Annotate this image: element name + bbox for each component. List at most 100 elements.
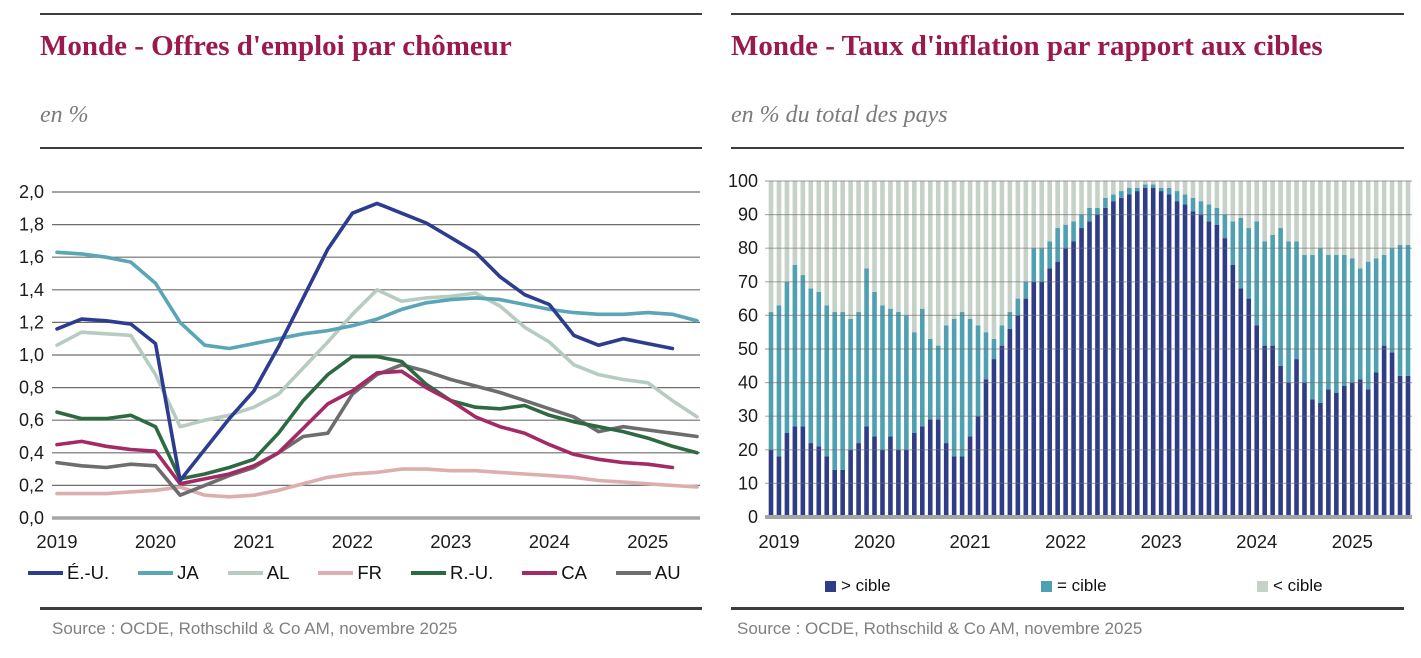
- bar-segment-> cible: [888, 436, 893, 517]
- bar-segment-< cible: [1158, 181, 1164, 188]
- bar-segment-< cible: [824, 181, 830, 306]
- legend-item-CA: CA: [522, 562, 587, 584]
- bar-segment-= cible: [1294, 241, 1299, 360]
- bar-segment-< cible: [1111, 181, 1116, 195]
- bar-segment-< cible: [808, 181, 814, 289]
- bar-segment-< cible: [1214, 181, 1220, 208]
- bar-segment-< cible: [1063, 181, 1068, 225]
- bar-segment-< cible: [1342, 181, 1347, 255]
- bar-segment-= cible: [1047, 241, 1052, 269]
- bar-segment-= cible: [1357, 268, 1363, 380]
- bar-segment-> cible: [1071, 241, 1076, 517]
- x-tick-label: 2021: [233, 531, 274, 552]
- bar-segment-= cible: [967, 318, 973, 437]
- bar-segment-= cible: [1111, 194, 1116, 202]
- y-tick-label: 70: [738, 272, 758, 292]
- bar-segment-< cible: [1103, 181, 1108, 198]
- legend-square-swatch: [1257, 580, 1268, 592]
- bar-segment-> cible: [1294, 359, 1299, 517]
- bar-segment-= cible: [1342, 254, 1347, 386]
- bar-segment-> cible: [1190, 211, 1196, 518]
- y-tick-label: 0,0: [19, 508, 44, 528]
- bar-segment-= cible: [784, 281, 790, 433]
- bar-segment-= cible: [1039, 248, 1045, 282]
- bar-segment-> cible: [1222, 238, 1228, 517]
- bar-segment-< cible: [991, 181, 997, 339]
- bar-segment-= cible: [808, 288, 814, 444]
- bar-segment-> cible: [872, 436, 877, 517]
- bar-segment-> cible: [1318, 402, 1323, 517]
- chart-title-right: Monde - Taux d'inflation par rapport aux…: [731, 30, 1323, 62]
- bar-segment-= cible: [1278, 228, 1283, 366]
- bar-segment-> cible: [1079, 228, 1084, 517]
- bar-segment-> cible: [1381, 345, 1387, 517]
- bar-segment-< cible: [1127, 181, 1132, 188]
- bar-segment-= cible: [1334, 254, 1339, 393]
- bar-segment-> cible: [991, 359, 997, 517]
- bar-segment-< cible: [1095, 181, 1100, 208]
- legend-label: AL: [266, 562, 290, 583]
- x-tick-label: 2025: [627, 531, 668, 552]
- bar-segment-< cible: [1119, 181, 1124, 192]
- bar-segment-> cible: [912, 433, 917, 517]
- bar-segment-> cible: [1150, 187, 1156, 517]
- legend-label: FR: [357, 562, 383, 583]
- bar-segment-> cible: [943, 443, 949, 517]
- bar-segment-> cible: [1405, 375, 1411, 517]
- bar-segment-= cible: [1405, 244, 1411, 376]
- legend-label: > cible: [841, 576, 891, 595]
- legend-item-FR: FR: [318, 562, 382, 584]
- x-tick-label: 2020: [135, 531, 176, 552]
- y-tick-label: 30: [738, 406, 758, 426]
- bar-segment-< cible: [1222, 181, 1228, 215]
- x-tick-label: 2019: [758, 531, 799, 552]
- y-tick-label: 0: [748, 507, 758, 527]
- bar-segment-< cible: [864, 181, 869, 269]
- bar-segment-< cible: [1349, 181, 1355, 259]
- bar-segment-= cible: [1127, 187, 1132, 195]
- bar-segment-= cible: [1230, 221, 1236, 265]
- bar-segment-< cible: [1357, 181, 1363, 269]
- bottom-rule: [40, 607, 702, 610]
- bar-segment-> cible: [1357, 379, 1363, 517]
- bar-segment-< cible: [1238, 181, 1244, 218]
- bar-segment-= cible: [856, 312, 861, 444]
- x-tick-label: 2022: [332, 531, 373, 552]
- bar-segment-= cible: [1158, 187, 1164, 192]
- bar-segment-> cible: [1142, 187, 1148, 517]
- bar-segment-= cible: [1031, 248, 1037, 282]
- legend-label: É.-U.: [67, 562, 110, 583]
- bar-segment-> cible: [840, 469, 845, 517]
- bar-segment-> cible: [816, 446, 822, 517]
- bar-segment-> cible: [1326, 389, 1331, 517]
- x-tick-label: 2024: [529, 531, 570, 552]
- bar-segment-= cible: [1023, 281, 1029, 299]
- bar-segment-= cible: [951, 318, 957, 457]
- bar-segment-< cible: [1278, 181, 1283, 229]
- y-tick-label: 1,2: [19, 312, 44, 332]
- legend-line-swatch: [615, 571, 651, 575]
- bar-segment-> cible: [1365, 389, 1371, 517]
- bar-segment-= cible: [816, 291, 822, 447]
- legend-label: CA: [561, 562, 587, 583]
- bar-segment-> cible: [1270, 345, 1275, 517]
- bar-segment-> cible: [919, 426, 925, 517]
- bar-segment-= cible: [1095, 207, 1100, 215]
- bar-segment-> cible: [1342, 385, 1347, 517]
- bar-segment-< cible: [1381, 181, 1387, 255]
- bar-segment-= cible: [1214, 207, 1220, 225]
- bar-segment-< cible: [832, 181, 837, 313]
- bar-segment-> cible: [1198, 214, 1204, 517]
- bar-segment-> cible: [1134, 191, 1140, 517]
- bar-segment-< cible: [800, 181, 806, 276]
- bar-segment-< cible: [951, 181, 957, 319]
- bar-segment-= cible: [1310, 254, 1315, 400]
- bar-segment-> cible: [824, 456, 830, 517]
- legend-label: AU: [654, 562, 681, 583]
- legend-line-swatch: [227, 571, 263, 575]
- bar-segment-= cible: [1166, 187, 1172, 195]
- bar-segment-< cible: [935, 181, 941, 346]
- bar-segment-> cible: [1238, 288, 1244, 517]
- bar-segment-= cible: [1326, 254, 1331, 390]
